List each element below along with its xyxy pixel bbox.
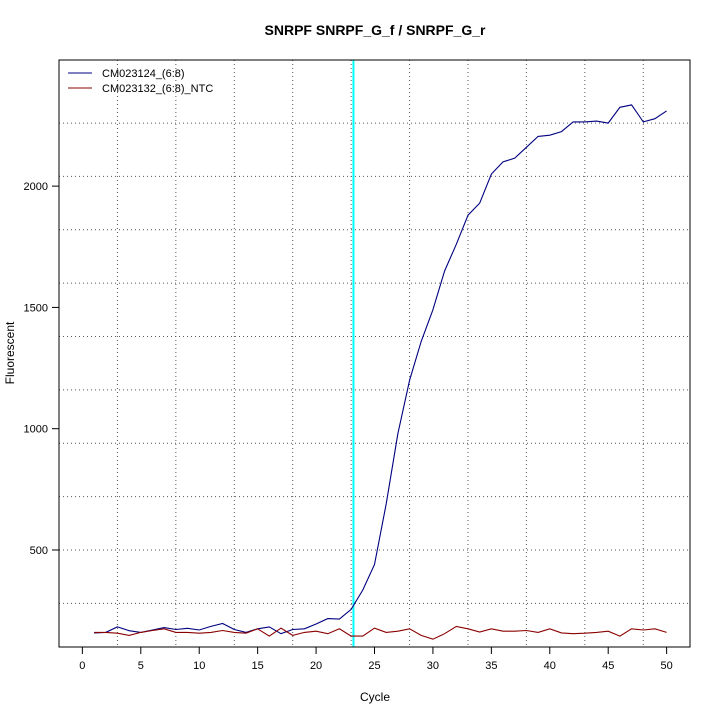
x-tick-label-5: 25 [368,660,380,672]
x-tick-label-10: 50 [661,660,673,672]
series-group [94,104,667,640]
x-tick-label-7: 35 [485,660,497,672]
series-line-0 [94,104,667,635]
legend: CM023124_(6:8) CM023132_(6:8)_NTC [68,68,213,95]
y-tick-label-1: 1000 [24,424,48,436]
x-tick-label-2: 10 [193,660,205,672]
x-tick-label-8: 40 [544,660,556,672]
y-tick-label-2: 1500 [24,302,48,314]
x-tick-label-4: 20 [310,660,322,672]
x-tick-label-6: 30 [427,660,439,672]
y-tick-label-0: 500 [30,545,48,557]
legend-label-1: CM023132_(6:8)_NTC [102,83,213,95]
series-line-1 [94,625,667,640]
grid [59,60,690,647]
plot-frame [58,59,691,648]
chart-title: SNRPF SNRPF_G_f / SNRPF_G_r [265,22,486,38]
x-tick-label-1: 5 [138,660,144,672]
x-axis-label: Cycle [360,690,390,704]
x-tick-label-0: 0 [79,660,85,672]
x-tick-label-9: 45 [602,660,614,672]
x-axis: 0 5 10 15 20 25 30 35 40 45 50 [79,646,673,672]
legend-label-0: CM023124_(6:8) [102,68,185,80]
y-axis-label: Fluorescent [3,321,17,384]
x-tick-label-3: 15 [252,660,264,672]
y-tick-label-3: 2000 [24,181,48,193]
y-axis: 500 1000 1500 2000 [24,181,60,557]
